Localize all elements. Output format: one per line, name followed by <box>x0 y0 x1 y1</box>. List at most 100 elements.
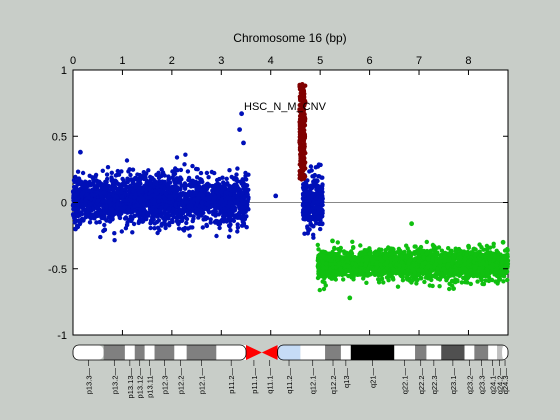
point-blue <box>144 178 150 184</box>
point-blue <box>222 182 227 187</box>
point-green <box>406 259 412 264</box>
point-blue <box>79 202 84 207</box>
point-green <box>349 249 354 254</box>
point-green <box>335 240 340 245</box>
point-blue <box>133 203 139 208</box>
point-blue <box>115 201 120 207</box>
point-green <box>425 264 431 269</box>
point-blue <box>312 181 317 186</box>
point-green <box>472 264 477 269</box>
point-blue <box>89 189 94 194</box>
point-blue <box>149 193 155 198</box>
point-green <box>449 268 454 273</box>
point-green <box>446 246 451 251</box>
series-green <box>315 221 511 301</box>
point-blue <box>155 230 160 236</box>
point-blue <box>156 170 161 175</box>
point-blue <box>136 220 141 226</box>
point-blue <box>109 170 115 175</box>
point-red <box>302 146 307 151</box>
point-blue <box>92 216 97 221</box>
point-green <box>404 243 409 248</box>
point-blue <box>243 170 248 176</box>
point-blue <box>132 213 137 219</box>
point-blue <box>173 193 178 198</box>
point-blue <box>213 218 219 224</box>
point-blue <box>228 196 234 201</box>
point-blue <box>125 176 130 181</box>
point-green <box>468 268 473 273</box>
point-blue <box>122 181 127 187</box>
point-green <box>404 256 410 261</box>
point-green <box>418 244 424 250</box>
point-green <box>379 276 385 281</box>
point-green <box>458 255 463 260</box>
point-blue <box>229 174 234 180</box>
point-blue <box>227 216 233 221</box>
point-green <box>335 256 340 261</box>
point-blue <box>193 166 199 172</box>
point-green <box>468 281 473 287</box>
point-blue <box>99 185 105 190</box>
point-blue <box>104 203 109 209</box>
point-green <box>419 249 424 254</box>
point-green <box>424 250 430 256</box>
point-green <box>322 249 328 255</box>
outlier-point-blue <box>241 140 246 146</box>
point-green <box>358 272 364 277</box>
series-blue <box>70 111 325 243</box>
point-green <box>409 264 414 269</box>
point-green <box>430 256 435 261</box>
point-green <box>437 263 443 268</box>
point-green <box>492 253 497 259</box>
outlier-point-green <box>330 238 335 244</box>
point-red <box>298 144 303 149</box>
point-green <box>391 277 396 282</box>
point-green <box>333 273 339 278</box>
point-blue <box>307 227 312 232</box>
point-blue <box>75 178 81 184</box>
point-blue <box>210 189 216 194</box>
point-blue <box>194 184 199 189</box>
outlier-point-green <box>466 243 471 249</box>
point-blue <box>163 225 168 231</box>
point-blue <box>182 186 188 191</box>
point-red <box>299 121 305 126</box>
point-green <box>353 269 359 274</box>
point-blue <box>73 174 78 180</box>
point-green <box>434 255 439 261</box>
point-blue <box>141 202 147 207</box>
point-green <box>472 257 478 262</box>
point-green <box>447 286 452 292</box>
point-green <box>428 251 434 256</box>
point-blue <box>132 208 137 213</box>
point-green <box>370 258 376 264</box>
point-blue <box>199 177 204 183</box>
point-blue <box>173 201 178 207</box>
point-green <box>340 256 345 261</box>
point-blue <box>113 194 119 199</box>
point-green <box>376 273 382 278</box>
point-blue <box>235 166 240 171</box>
point-green <box>316 247 321 252</box>
point-blue <box>97 219 102 225</box>
point-green <box>320 259 325 264</box>
point-green <box>425 256 431 261</box>
chart-title: Chromosome 16 (bp) <box>233 31 346 45</box>
point-blue <box>72 216 77 221</box>
point-blue <box>180 192 185 197</box>
point-blue <box>128 209 134 214</box>
point-red <box>302 131 307 136</box>
point-blue <box>130 167 136 172</box>
point-blue <box>95 190 101 195</box>
point-blue <box>212 185 217 191</box>
point-green <box>398 248 403 254</box>
point-green <box>489 277 495 283</box>
point-blue <box>244 225 249 230</box>
point-blue <box>308 164 314 169</box>
point-green <box>441 266 446 272</box>
point-green <box>421 255 426 260</box>
point-green <box>484 247 490 252</box>
point-blue <box>128 172 133 178</box>
point-green <box>463 274 468 280</box>
